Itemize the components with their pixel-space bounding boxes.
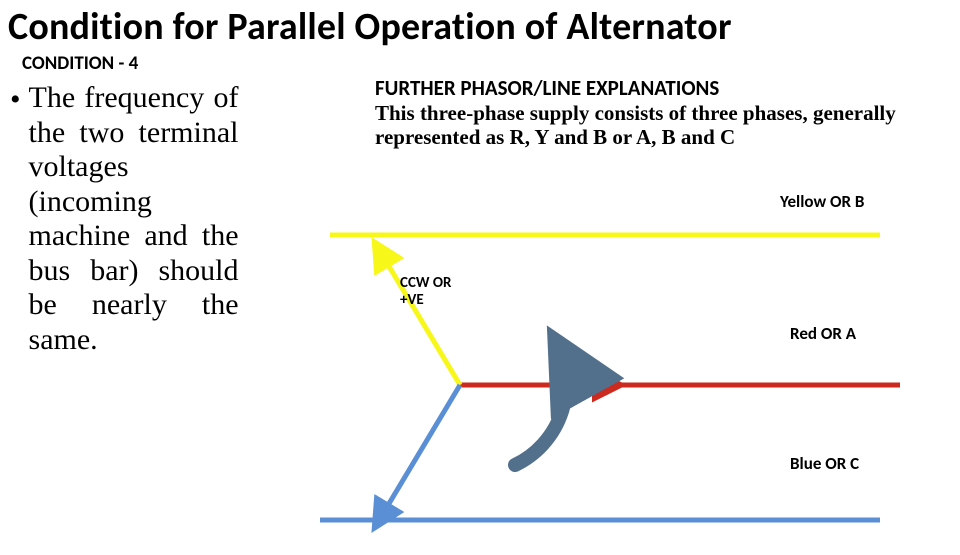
bullet-marker: • [10,81,29,357]
bullet-text: The frequency of the two terminal voltag… [29,81,239,357]
ccw-arrow-icon [515,340,566,465]
yellow-label: Yellow OR B [780,191,864,212]
blue-phasor-icon [375,385,460,527]
bullet-item: • The frequency of the two terminal volt… [10,81,260,357]
yellow-phasor-icon [375,243,460,385]
red-label: Red OR A [790,323,856,344]
blue-label: Blue OR C [790,453,859,474]
ccw-label: CCW OR +VE [400,275,451,308]
condition-label: CONDITION - 4 [0,50,960,75]
page-title: Condition for Parallel Operation of Alte… [0,0,960,50]
left-column: • The frequency of the two terminal volt… [0,75,260,357]
explain-title: FURTHER PHASOR/LINE EXPLANATIONS [260,75,950,101]
explain-body: This three-phase supply consists of thre… [260,101,950,149]
right-column: FURTHER PHASOR/LINE EXPLANATIONS This th… [260,75,960,357]
content-row: • The frequency of the two terminal volt… [0,75,960,357]
